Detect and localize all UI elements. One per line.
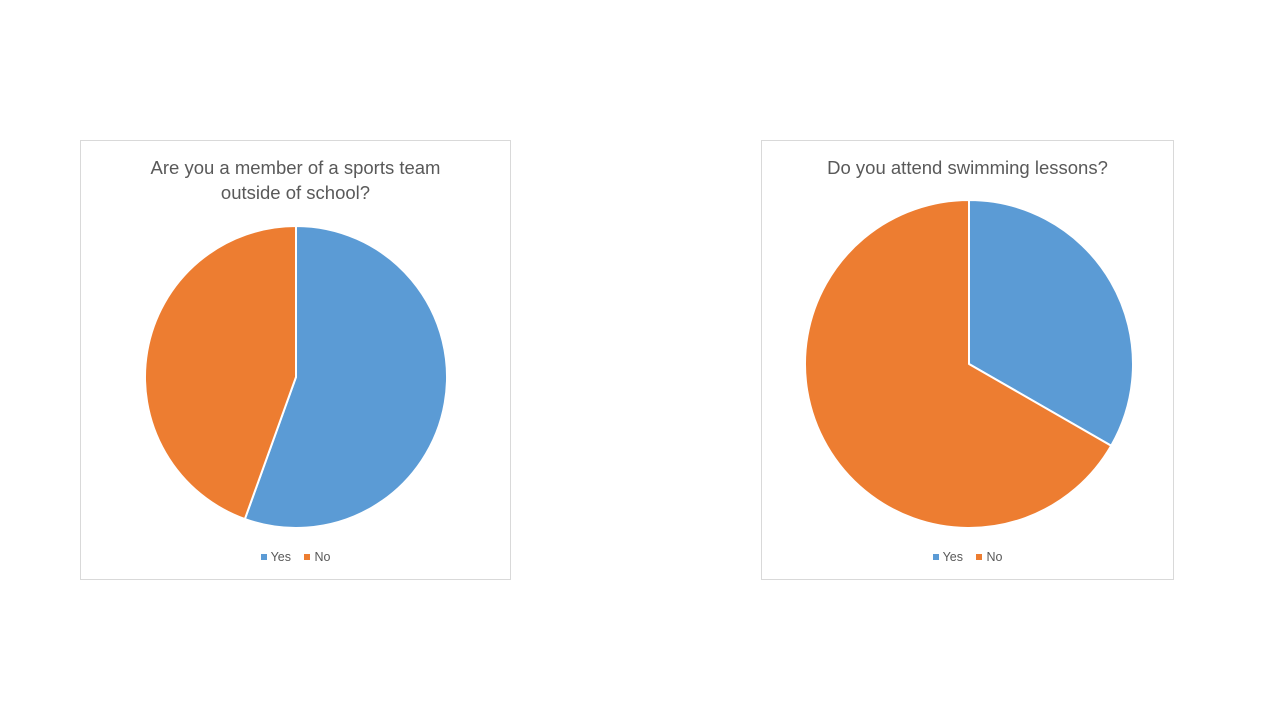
legend-label: No <box>986 550 1003 564</box>
legend-swatch-no <box>976 553 983 560</box>
chart-title: Are you a member of a sports team outsid… <box>81 155 510 205</box>
legend-label: Yes <box>270 550 291 564</box>
legend-item-no: No <box>304 550 330 564</box>
chart-legend: Yes No <box>762 550 1173 564</box>
pie-slice-yes <box>243 225 448 529</box>
chart-legend: Yes No <box>81 550 510 564</box>
chart-title-line: Are you a member of a sports team <box>150 157 441 178</box>
chart-swimming-lessons: Do you attend swimming lessons? Yes No <box>761 140 1174 580</box>
legend-label: No <box>314 550 331 564</box>
legend-swatch-yes <box>932 553 939 560</box>
pie-slice-no <box>804 199 1113 529</box>
legend-item-yes: Yes <box>260 550 291 564</box>
legend-item-yes: Yes <box>932 550 963 564</box>
chart-sports-team: Are you a member of a sports team outsid… <box>80 140 511 580</box>
legend-item-no: No <box>976 550 1002 564</box>
pie-slice-no <box>144 225 297 521</box>
chart-title-line: outside of school? <box>220 182 371 203</box>
chart-title-line: Do you attend swimming lessons? <box>827 157 1108 178</box>
legend-label: Yes <box>942 550 963 564</box>
chart-title: Do you attend swimming lessons? <box>762 155 1173 180</box>
pie-chart <box>804 199 1134 529</box>
pie-chart <box>144 225 448 529</box>
pie-slice-yes <box>968 199 1134 447</box>
legend-swatch-yes <box>260 553 267 560</box>
legend-swatch-no <box>304 553 311 560</box>
